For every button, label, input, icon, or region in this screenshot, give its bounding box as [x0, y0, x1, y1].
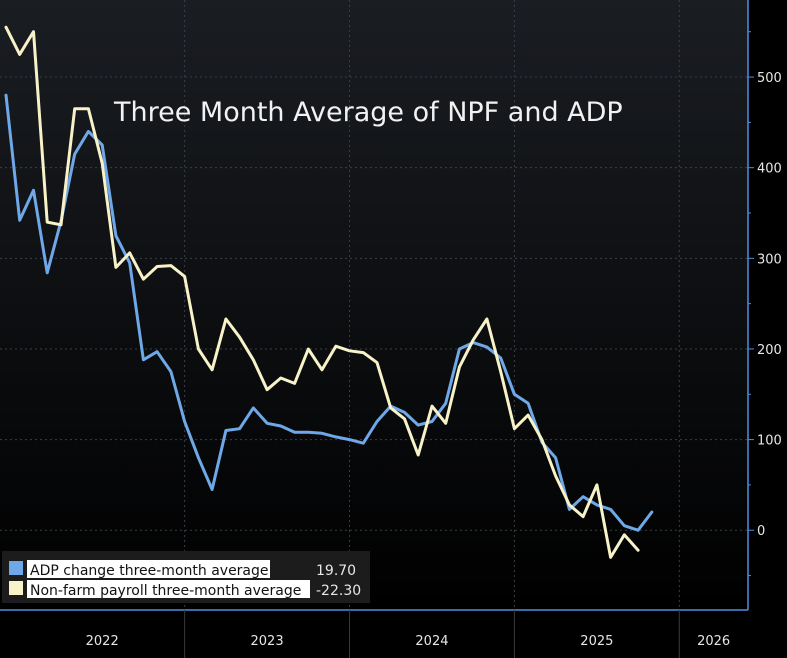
axis-band — [748, 0, 787, 658]
axes — [0, 0, 749, 611]
x-tick-label: 2022 — [86, 634, 119, 649]
y-tick-label: 100 — [757, 434, 782, 449]
legend-label-nfp: Non-farm payroll three-month average — [30, 583, 301, 599]
y-axis-ticks: 0 100 200 300 400 500 — [748, 31, 782, 577]
legend-label-bg-nfp — [27, 580, 310, 598]
x-tick-label: 2023 — [251, 634, 284, 649]
legend: ADP change three-month average 19.70 Non… — [2, 551, 370, 603]
legend-label-bg-adp — [27, 560, 270, 578]
x-axis-ticks: 2022 2023 2024 2025 2026 — [86, 610, 730, 658]
plot-background — [0, 0, 748, 610]
series-lines — [4, 25, 654, 559]
x-tick-label: 2024 — [415, 634, 448, 649]
date-axis-band — [0, 610, 787, 658]
legend-value-nfp: -22.30 — [316, 583, 361, 599]
grid-lines — [0, 0, 748, 610]
legend-swatch-nfp — [9, 581, 23, 595]
legend-label-adp: ADP change three-month average — [30, 563, 269, 579]
series-line-nfp — [4, 25, 640, 559]
chart-title: Three Month Average of NPF and ADP — [113, 97, 623, 128]
legend-swatch-adp — [9, 561, 23, 575]
y-tick-label: 300 — [757, 252, 782, 267]
x-tick-label: 2026 — [697, 634, 730, 649]
y-tick-label: 0 — [757, 524, 765, 539]
legend-value-adp: 19.70 — [316, 563, 356, 579]
y-tick-label: 200 — [757, 343, 782, 358]
x-tick-label: 2025 — [580, 634, 613, 649]
y-tick-label: 500 — [757, 71, 782, 86]
y-tick-label: 400 — [757, 162, 782, 177]
